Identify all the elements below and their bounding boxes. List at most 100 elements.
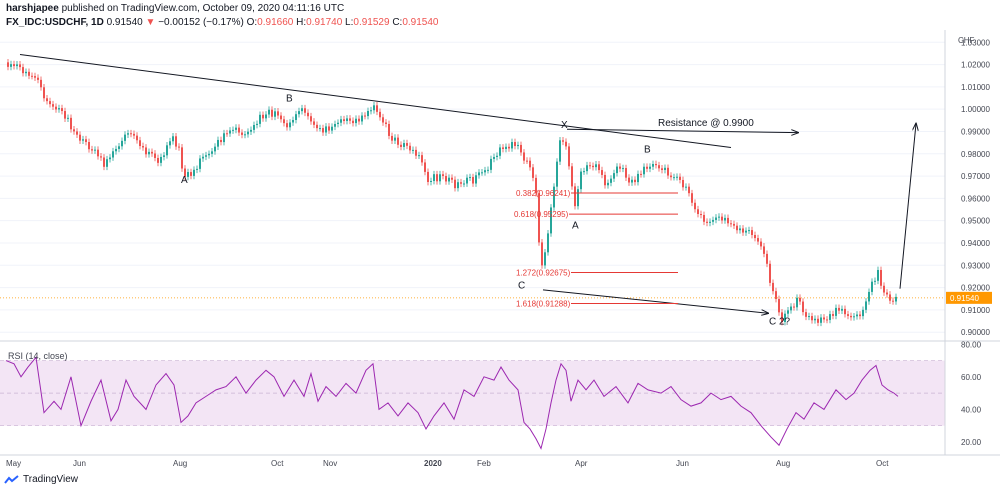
candle-body [142, 146, 144, 148]
candle-body [157, 157, 159, 163]
time-tick-label: 2020 [424, 459, 442, 468]
rsi-pane[interactable]: RSI (14, close) [0, 351, 945, 450]
candle-body [478, 172, 480, 176]
candle-body [271, 109, 273, 117]
candle-body [703, 215, 705, 222]
candle-body [382, 117, 384, 123]
last-price-badge [946, 291, 992, 304]
candle-body [37, 77, 39, 80]
candle-body [220, 139, 222, 143]
rsi-tick-label: 20.00 [961, 438, 982, 447]
candle-body [865, 301, 867, 310]
candle-body [358, 118, 360, 122]
candle-body [211, 151, 213, 154]
candle-body [181, 147, 183, 169]
candle-body [118, 146, 120, 149]
candle-body [601, 170, 603, 175]
candle-body [241, 132, 243, 135]
candle-body [112, 151, 114, 158]
candle-body [262, 114, 264, 119]
price-pane-bg [0, 30, 945, 340]
candle-body [265, 114, 267, 119]
candle-body [409, 145, 411, 151]
price-tick-label: 0.92000 [961, 284, 990, 293]
price-tick-label: 0.98000 [961, 150, 990, 159]
time-axis[interactable]: May Jun Aug Oct Nov 2020 Feb Apr Jun Aug Oct [6, 459, 889, 468]
candle-body [205, 155, 207, 157]
rsi-axis[interactable]: 20.00 40.00 60.00 80.00 [961, 340, 982, 447]
candle-body [16, 64, 18, 67]
price-tick-label: 0.91000 [961, 306, 990, 315]
price-grid [0, 41, 945, 333]
candle-body [550, 207, 552, 234]
candle-body [277, 111, 279, 116]
candle-body [163, 155, 165, 157]
candle-body [889, 294, 891, 301]
candle-body [640, 173, 642, 175]
candle-body [280, 115, 282, 120]
candle-body [244, 134, 246, 136]
candle-body [529, 160, 531, 168]
candle-body [337, 122, 339, 125]
candle-body [892, 300, 894, 302]
price-tick-label: 0.95000 [961, 217, 990, 226]
candle-body [637, 173, 639, 183]
author-name[interactable]: harshjapee [6, 3, 59, 14]
candle-body [880, 269, 882, 286]
candle-body [520, 144, 522, 153]
candle-body [709, 221, 711, 223]
candle-body [289, 122, 291, 128]
candle-body [412, 149, 414, 151]
candle-body [307, 112, 309, 117]
last-price-label: 0.91540 [946, 291, 992, 304]
candle-body [505, 146, 507, 149]
wave-annotation: C [518, 281, 525, 292]
trend-line [542, 289, 768, 313]
candle-body [595, 164, 597, 168]
candle-body [334, 124, 336, 127]
candle-body [586, 165, 588, 172]
candle-body [433, 174, 435, 181]
price-pane[interactable]: 0.382(0.96241) 0.618(0.95295) 1.272(0.9267… [0, 30, 945, 340]
trend-line [566, 128, 798, 132]
candle-body [310, 116, 312, 122]
symbol-label[interactable]: FX_IDC:USDCHF, 1D [6, 17, 104, 28]
candle-body [133, 133, 135, 136]
candle-body [67, 117, 69, 119]
candle-body [784, 313, 786, 322]
candle-body [787, 310, 789, 314]
candle-body [106, 159, 108, 167]
candle-body [886, 292, 888, 295]
price-axis[interactable]: CHF 0.90000 0.91000 0.92000 0.93000 0.94000 0… [958, 36, 990, 337]
candle-body [835, 307, 837, 316]
high-value: 0.91740 [306, 17, 343, 28]
candle-body [616, 166, 618, 174]
wave-annotation: A [181, 175, 188, 186]
candle-body [706, 221, 708, 223]
candle-body [514, 142, 516, 147]
candle-body [535, 177, 537, 194]
candle-body [592, 165, 594, 168]
candle-body [664, 167, 666, 171]
candle-body [691, 193, 693, 203]
candle-body [82, 139, 84, 141]
open-label: O: [246, 17, 258, 28]
tradingview-logo-icon [4, 474, 19, 484]
candle-body [571, 166, 573, 187]
candle-body [49, 101, 51, 105]
candle-body [697, 209, 699, 215]
tradingview-brand[interactable]: TradingView [4, 474, 78, 485]
candle-body [136, 135, 138, 141]
candle-body [553, 186, 555, 208]
candle-body [139, 140, 141, 147]
candle-body [22, 67, 24, 74]
candle-body [568, 146, 570, 167]
last-price-text: 0.91540 [950, 294, 979, 303]
candle-body [508, 146, 510, 149]
candle-body [817, 318, 819, 323]
candle-body [598, 164, 600, 171]
candle-body [631, 179, 633, 183]
candle-body [268, 109, 270, 115]
price-tick-label: 1.03000 [961, 38, 990, 47]
